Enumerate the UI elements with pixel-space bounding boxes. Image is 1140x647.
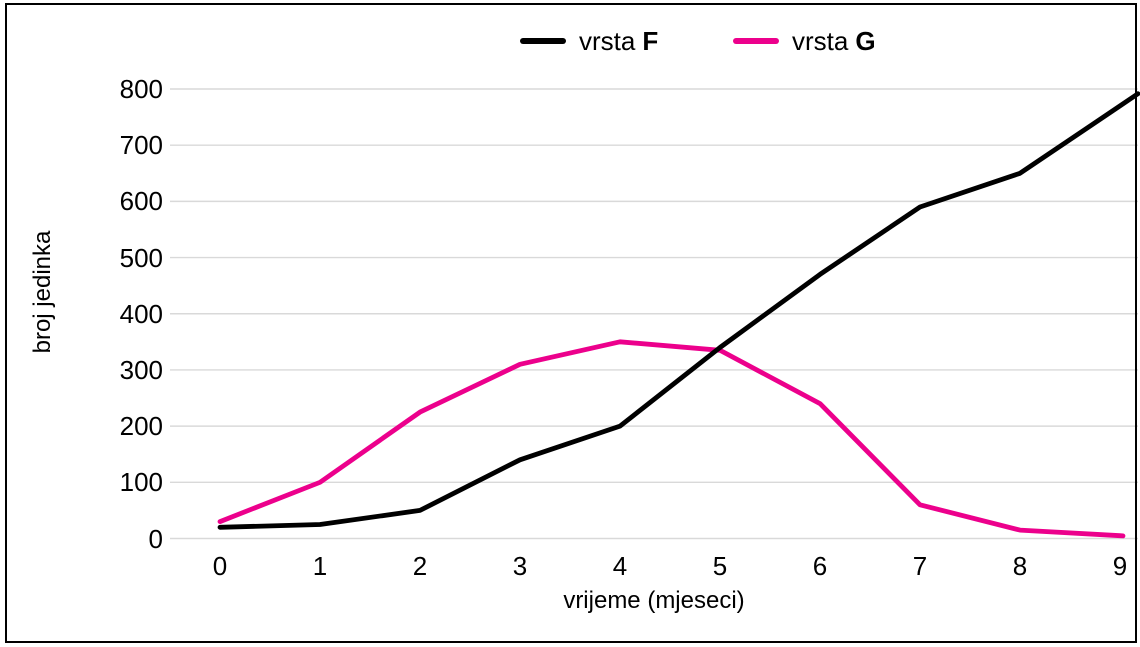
y-tick-label: 200 xyxy=(119,411,163,442)
x-tick-label: 1 xyxy=(312,551,328,581)
x-tick-label: 4 xyxy=(612,551,628,581)
x-tick-label: 6 xyxy=(812,551,828,581)
y-axis-title: broj jedinka xyxy=(29,230,56,354)
y-tick-label: 300 xyxy=(119,354,163,385)
series-line-g xyxy=(217,339,1126,539)
y-tick-label: 0 xyxy=(148,523,163,554)
gridlines xyxy=(170,88,1138,540)
y-tick-label: 700 xyxy=(119,130,163,161)
x-tick-label: 9 xyxy=(1112,551,1128,581)
series-line-f xyxy=(217,91,1140,530)
x-tick-label: 8 xyxy=(1012,551,1028,581)
y-tick-label: 500 xyxy=(119,242,163,273)
y-tick-label: 400 xyxy=(119,298,163,329)
x-tick-label: 2 xyxy=(412,551,428,581)
y-tick-label: 600 xyxy=(119,186,163,217)
y-tick-label: 800 xyxy=(119,74,163,104)
y-tick-label: 100 xyxy=(119,467,163,498)
x-tick-label: 0 xyxy=(212,551,228,581)
x-tick-label: 7 xyxy=(912,551,928,581)
x-axis-title: vrijeme (mjeseci) xyxy=(563,587,745,614)
x-tick-label: 5 xyxy=(712,551,728,581)
x-tick-label: 3 xyxy=(512,551,528,581)
